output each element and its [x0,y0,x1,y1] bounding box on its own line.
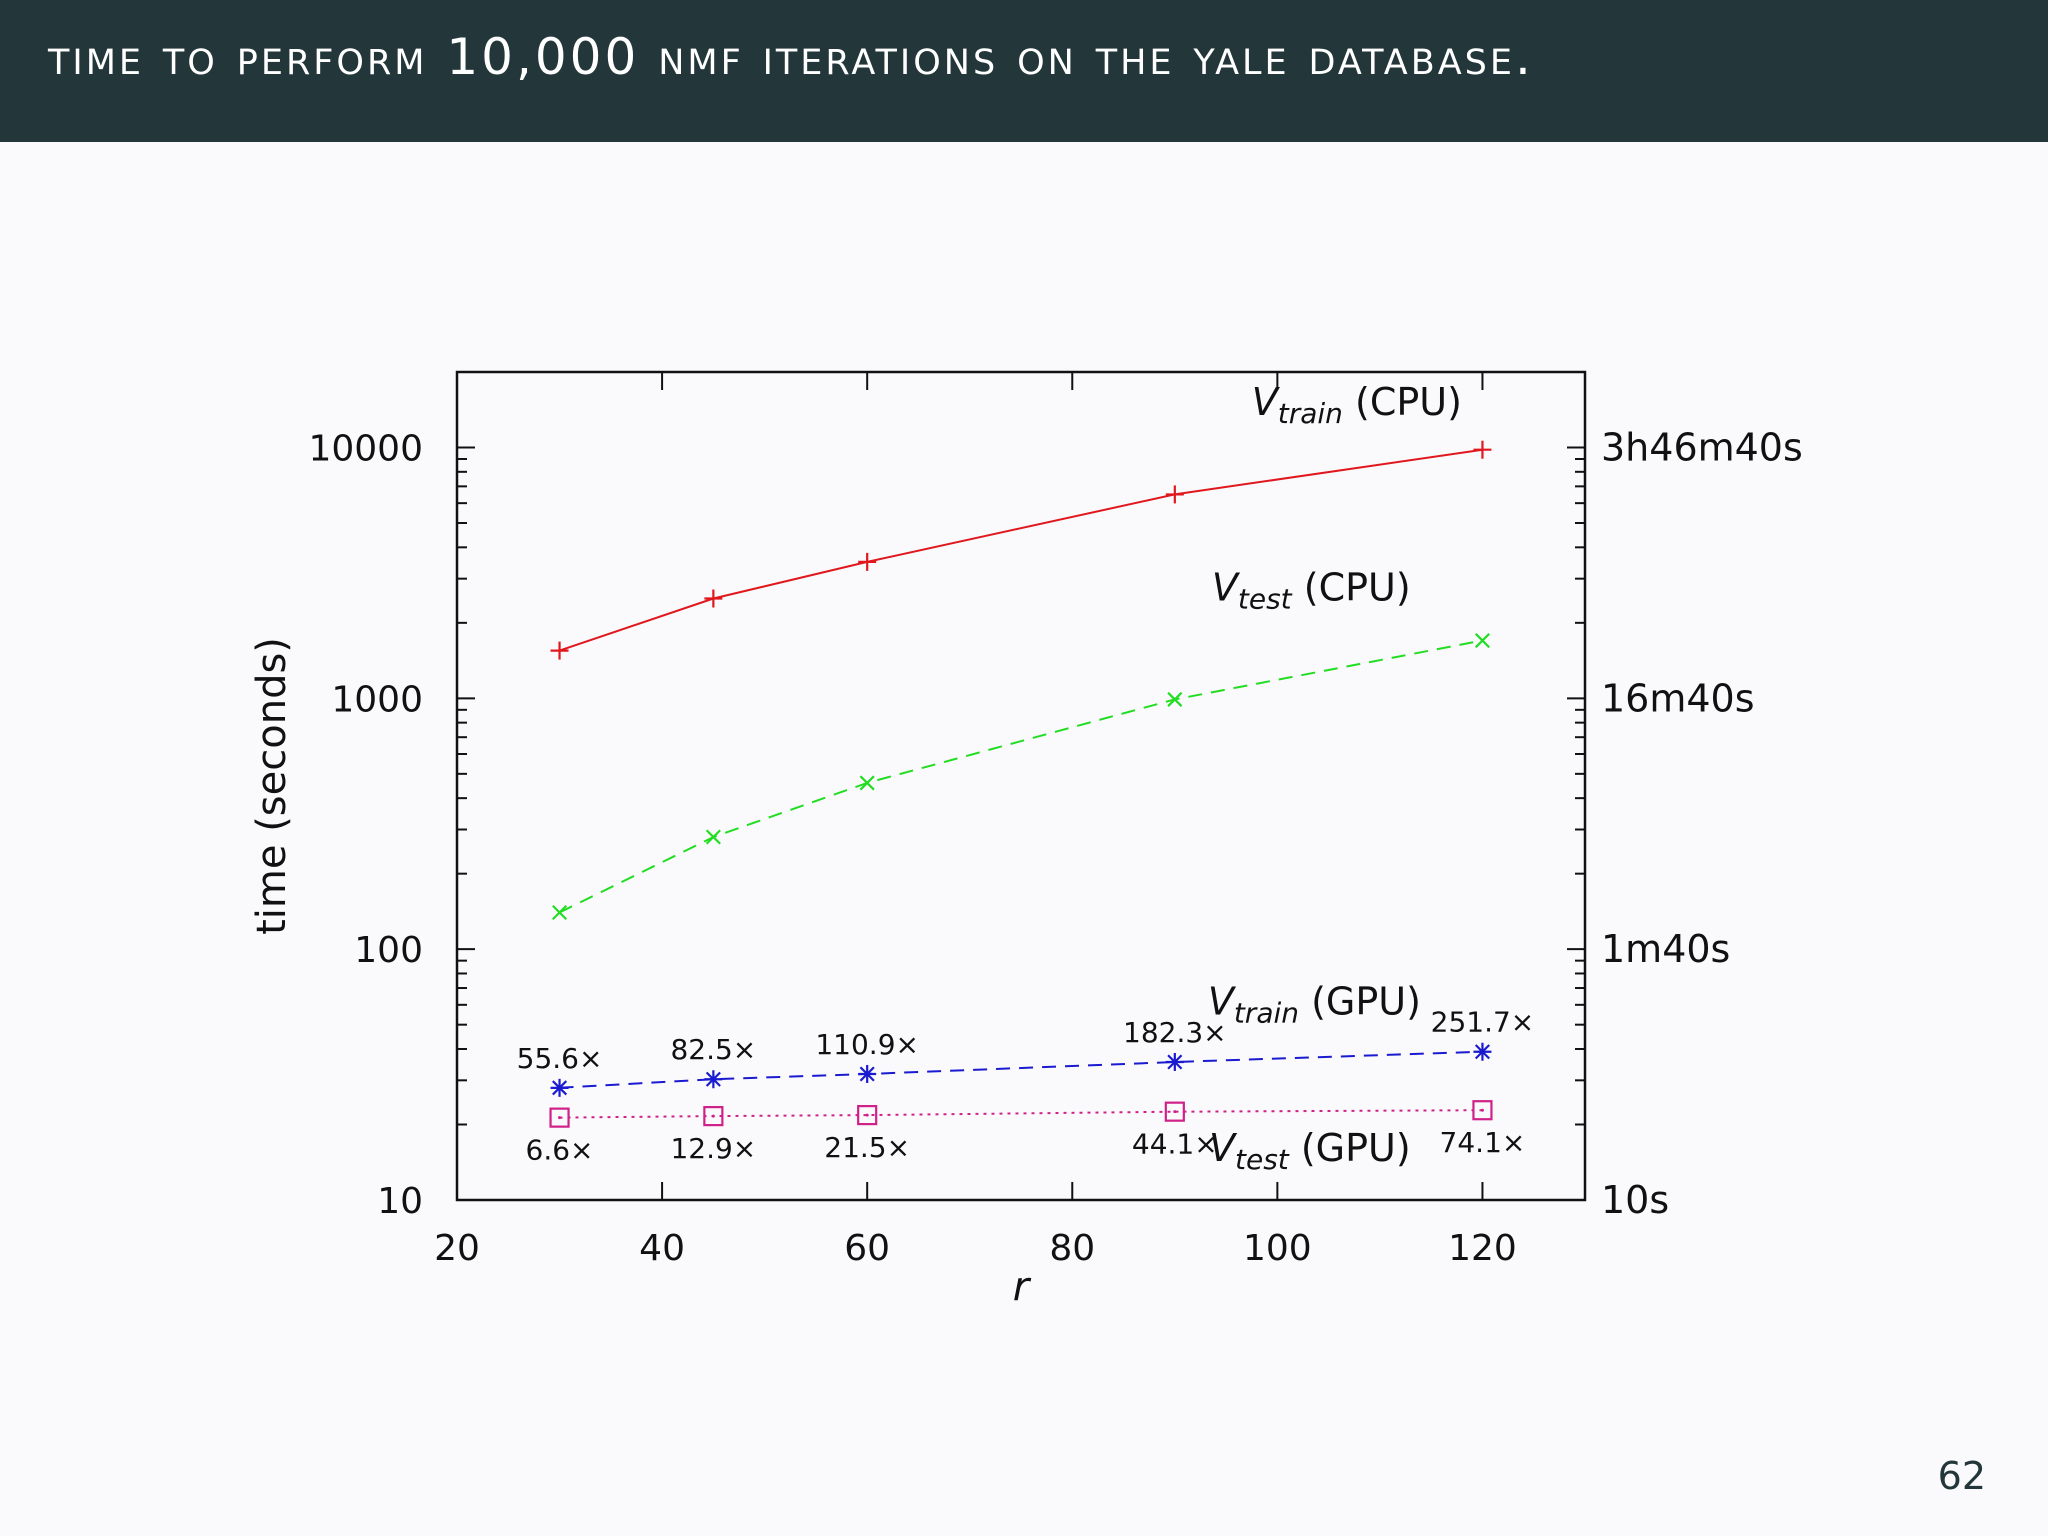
y2-tick-label: 3h46m40s [1601,426,1803,470]
speedup-label: 44.1× [1132,1128,1218,1161]
y-axis-label: time (seconds) [249,637,295,935]
speedup-label: 55.6× [517,1042,603,1075]
speedup-label: 21.5× [824,1131,910,1164]
series-line [559,1109,1483,1119]
y2-tick-label: 16m40s [1601,676,1755,720]
point-marker [858,552,877,571]
plot-frame [455,370,1587,1202]
y2-tick-label: 10s [1601,1178,1669,1222]
x-tick-label: 40 [639,1228,685,1269]
point-marker [859,775,875,791]
point-marker [704,589,723,608]
point-marker [704,1070,723,1089]
x-tick-label: 120 [1448,1228,1517,1269]
series-label: Vtest (CPU) [1212,566,1411,616]
series-label: Vtrain (GPU) [1208,979,1421,1029]
point-marker [1473,1042,1492,1061]
point-marker [549,1107,570,1128]
speedup-label: 74.1× [1440,1126,1526,1159]
point-marker [1164,1101,1185,1122]
point-marker [1165,1052,1184,1071]
axis-tick-labels: 20 40 60 80 100 120 10 100 1000 10000 10s 1m40s 16m4… [308,426,1802,1269]
point-marker [703,1106,724,1127]
page-number: 62 [1937,1454,1986,1498]
point-marker [550,1078,569,1097]
x-tick-label: 20 [434,1228,480,1269]
axis-ticks [456,371,1585,1201]
point-marker [552,904,568,921]
series-line [559,448,1483,652]
series-label: Vtrain (CPU) [1252,380,1462,430]
speedup-label: 6.6× [526,1134,594,1167]
point-marker [1165,485,1184,504]
slide-title: time to perform 10,000 nmf iterations on… [48,28,1534,86]
point-marker [858,1064,877,1083]
speedup-label: 110.9× [815,1028,919,1061]
slide-header: time to perform 10,000 nmf iterations on… [0,0,2048,142]
speedup-label: 251.7× [1431,1006,1535,1039]
point-marker [1474,633,1490,649]
y-tick-label: 10 [377,1181,423,1222]
series-layer [549,440,1493,1128]
point-marker [1473,440,1492,459]
speedup-label: 82.5× [670,1033,756,1066]
x-tick-label: 80 [1049,1228,1095,1269]
point-marker [1167,691,1183,707]
speedup-label: 12.9× [670,1132,756,1165]
x-axis-label: r [1013,1264,1032,1310]
point-marker [857,1105,878,1126]
series-label: Vtest (GPU) [1209,1126,1411,1176]
y-tick-label: 100 [354,930,423,971]
annotations: Vtrain (CPU) Vtest (CPU) Vtrain (GPU) 55.6×… [517,380,1535,1176]
point-marker [550,641,569,660]
series-line [559,639,1483,914]
y-tick-label: 10000 [308,429,423,470]
y2-tick-label: 1m40s [1601,927,1730,971]
speedup-label: 182.3× [1123,1016,1227,1049]
point-marker [1472,1100,1493,1121]
y-tick-label: 1000 [331,679,423,720]
x-tick-label: 60 [844,1228,890,1269]
x-tick-label: 100 [1243,1228,1312,1269]
point-marker [705,829,721,845]
